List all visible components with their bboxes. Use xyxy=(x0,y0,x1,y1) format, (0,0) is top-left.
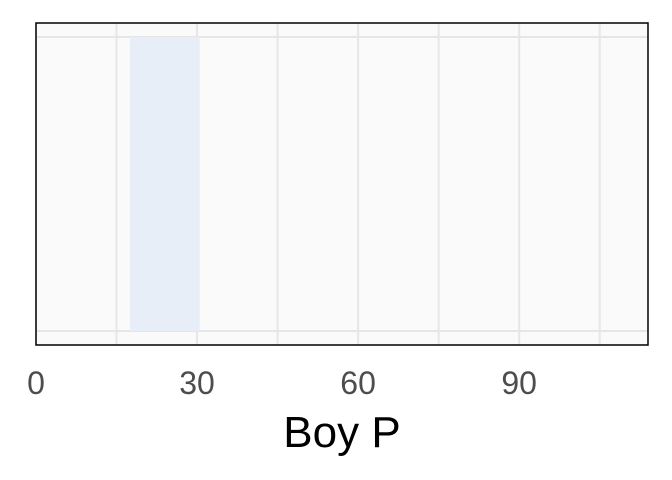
bars xyxy=(129,37,200,331)
bar xyxy=(129,37,200,331)
x-tick-label: 0 xyxy=(27,365,45,401)
x-tick-label: 30 xyxy=(179,365,215,401)
panel-border xyxy=(35,22,649,346)
x-tick-label: 90 xyxy=(501,365,537,401)
x-axis-title: Boy P xyxy=(283,408,400,457)
x-tick-label: 60 xyxy=(340,365,376,401)
x-axis-ticks: 0 30 60 90 xyxy=(27,365,537,401)
panel-background xyxy=(36,23,648,345)
